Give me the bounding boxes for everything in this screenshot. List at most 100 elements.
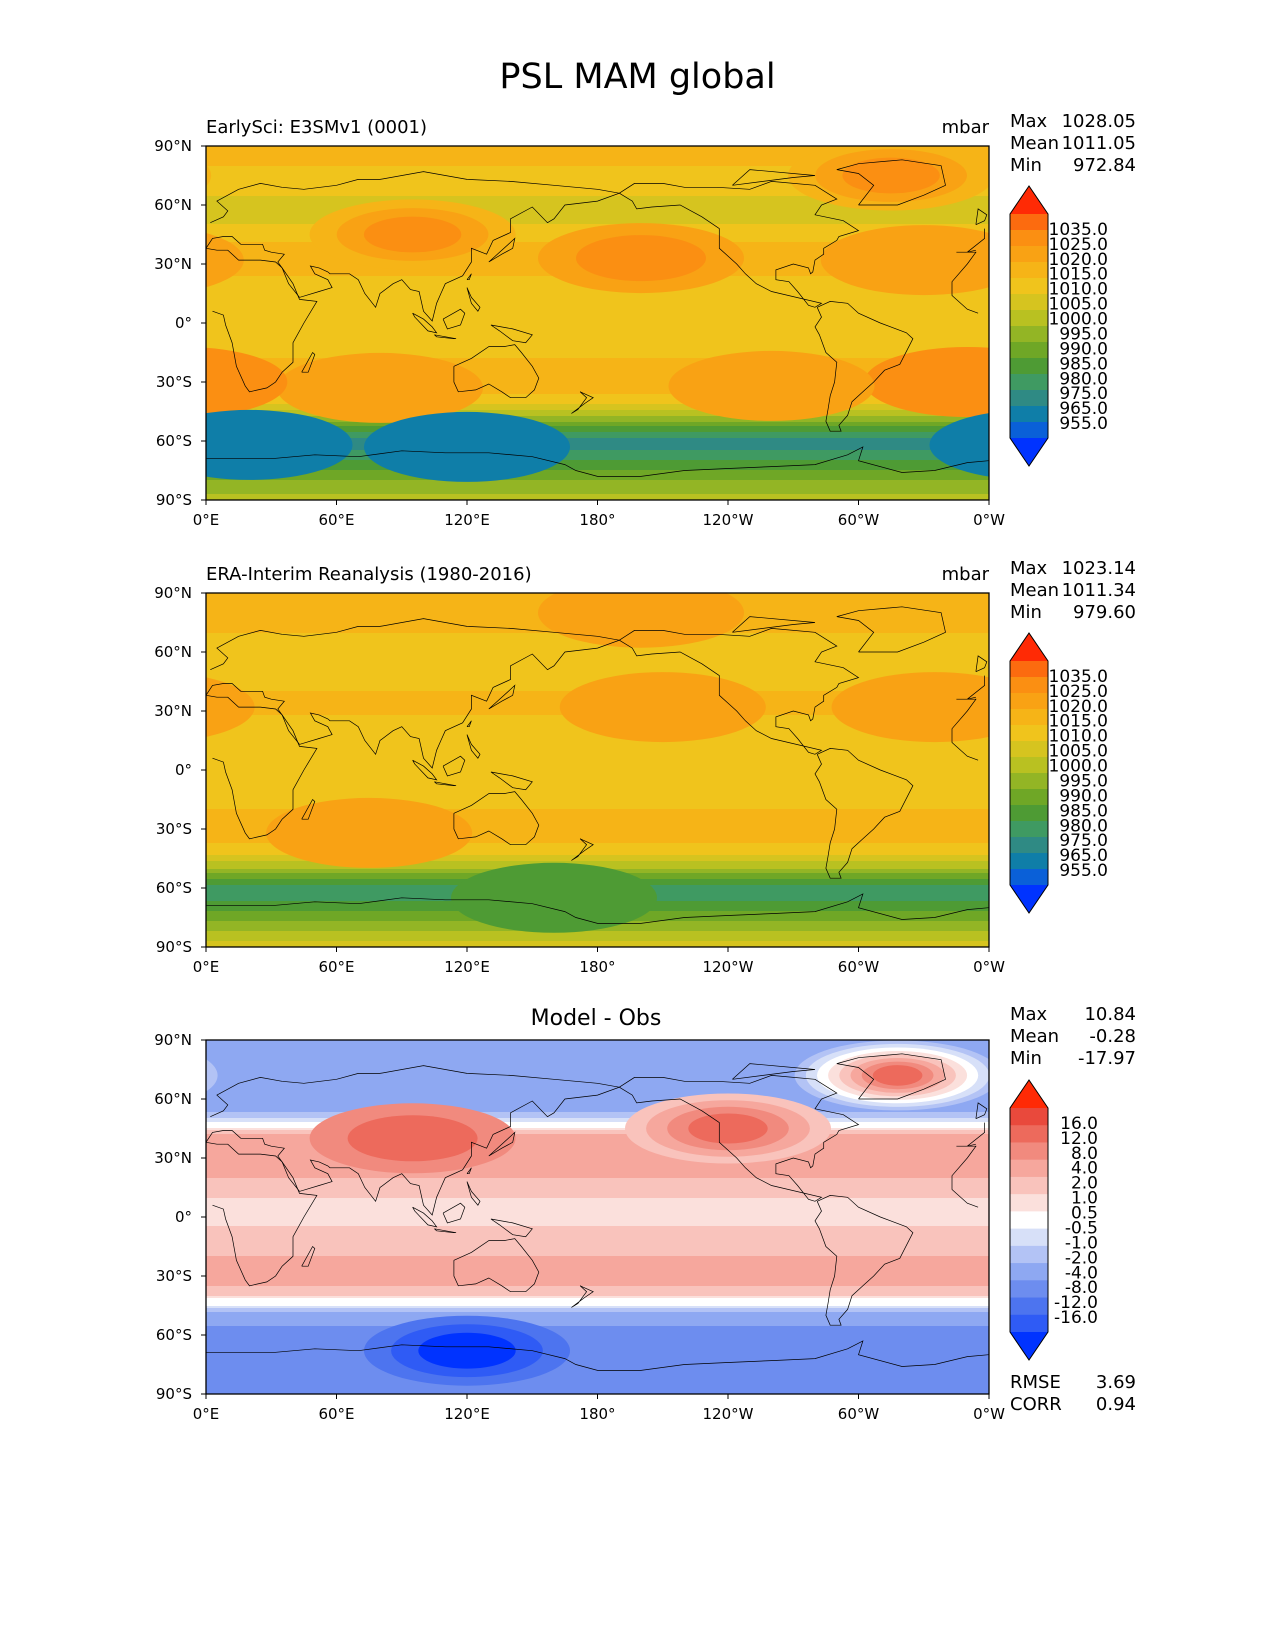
- colorbar-label: -8.0: [1065, 1278, 1098, 1298]
- coastline: [571, 838, 594, 861]
- contour-band: [206, 667, 989, 670]
- colorbar-label: 16.0: [1060, 1114, 1098, 1134]
- contour-band: [206, 1350, 989, 1353]
- contour-band: [206, 1148, 989, 1151]
- x-tick-label: 60°E: [318, 958, 354, 976]
- contour-band: [206, 1174, 989, 1177]
- contour-feature: [1201, 1333, 1275, 1369]
- colorbar-label: 990.0: [1059, 786, 1108, 806]
- contour-band: [206, 486, 989, 489]
- contour-feature: [0, 1100, 27, 1157]
- contour-band: [206, 146, 989, 149]
- coastline: [975, 208, 988, 226]
- contour-feature: [363, 216, 462, 253]
- contour-band: [206, 462, 989, 465]
- contour-band: [206, 1050, 989, 1053]
- contour-band: [206, 336, 989, 339]
- coastline: [206, 446, 989, 477]
- contour-band: [206, 448, 989, 451]
- contour-band: [206, 829, 989, 832]
- y-tick-label: 30°S: [156, 820, 192, 838]
- contour-band: [206, 386, 989, 389]
- panel-2-units: mbar: [941, 564, 989, 585]
- x-tick-label: 60°E: [318, 1405, 354, 1423]
- contour-band: [206, 164, 989, 167]
- contour-band: [206, 757, 989, 760]
- contour-band: [206, 671, 989, 674]
- contour-band: [206, 1284, 989, 1287]
- contour-band: [206, 320, 989, 323]
- contour-band: [206, 1078, 989, 1081]
- contour-band: [206, 1382, 989, 1385]
- contour-band: [206, 186, 989, 189]
- contour-band: [206, 478, 989, 481]
- panel-2-subtitle: ERA-Interim Reanalysis (1980-2016): [206, 564, 532, 585]
- contour-band: [206, 366, 989, 369]
- contour-band: [206, 755, 989, 758]
- contour-band: [206, 482, 989, 485]
- contour-band: [206, 859, 989, 862]
- contour-band: [206, 322, 989, 325]
- contour-band: [206, 1208, 989, 1211]
- contour-band: [206, 1338, 989, 1341]
- x-tick-label: 0°E: [193, 958, 220, 976]
- contour-band: [206, 224, 989, 227]
- contour-band: [206, 853, 989, 856]
- y-tick-label: 60°S: [156, 879, 192, 897]
- map-panel-2: 0°E 60°E 120°E 180° 120°W 60°W 0°W 90°N 60°N 30°N…: [154, 584, 1005, 976]
- contour-band: [206, 460, 989, 463]
- contour-band: [206, 1372, 989, 1375]
- contour-band: [206, 817, 989, 820]
- stat-mean: Mean -0.28: [1010, 1026, 1136, 1047]
- contour-band: [206, 1086, 989, 1089]
- colorbar-segment: [1010, 342, 1048, 359]
- colorbar-segment: [1010, 1245, 1048, 1264]
- contour-band: [206, 474, 989, 477]
- contour-band: [206, 1286, 989, 1289]
- contour-band: [206, 777, 989, 780]
- contour-band: [206, 1308, 989, 1311]
- contour-feature: [206, 677, 255, 737]
- contour-band: [206, 843, 989, 846]
- contour-band: [206, 294, 989, 297]
- contour-band: [206, 148, 989, 151]
- colorbar-extend-max: [1010, 186, 1048, 214]
- contour-band: [206, 1076, 989, 1079]
- contour-band: [206, 839, 989, 842]
- contour-band: [206, 302, 989, 305]
- contour-band: [206, 783, 989, 786]
- contour-band: [206, 801, 989, 804]
- colorbar-label: -0.5: [1065, 1219, 1098, 1239]
- contour-band: [206, 442, 989, 445]
- contour-band: [206, 390, 989, 393]
- contour-band: [206, 1206, 989, 1209]
- contour-band: [206, 1188, 989, 1191]
- colorbar-segment: [1010, 262, 1048, 279]
- colorbar-label: 955.0: [1059, 414, 1108, 434]
- contour-band: [206, 669, 989, 672]
- coastline: [453, 791, 540, 846]
- contour-feature: [688, 1113, 768, 1144]
- contour-band: [206, 799, 989, 802]
- y-tick-label: 60°N: [154, 643, 192, 661]
- y-tick-label: 30°S: [156, 1267, 192, 1285]
- contour-band: [206, 785, 989, 788]
- contour-band: [206, 737, 989, 740]
- colorbar-segment: [1010, 821, 1048, 838]
- contour-band: [206, 206, 989, 209]
- contour-band: [206, 823, 989, 826]
- contour-band: [206, 807, 989, 810]
- contour-band: [206, 158, 989, 161]
- colorbar-segment: [1010, 1125, 1048, 1143]
- colorbar-segment: [1010, 789, 1048, 806]
- contour-band: [206, 1360, 989, 1363]
- contour-band: [206, 1262, 989, 1265]
- contour-band: [206, 398, 989, 401]
- contour-band: [206, 400, 989, 403]
- contour-band: [206, 1196, 989, 1199]
- coastline: [488, 1131, 516, 1157]
- contour-band: [206, 208, 989, 211]
- contour-feature: [1147, 217, 1244, 253]
- coastline: [206, 171, 985, 322]
- contour-band: [206, 314, 989, 317]
